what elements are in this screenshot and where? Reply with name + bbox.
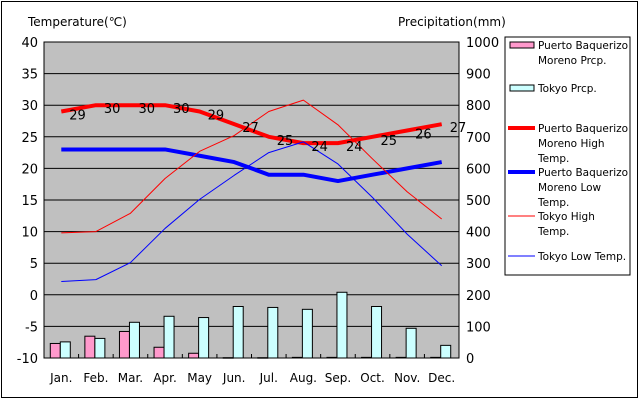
temp-line bbox=[60, 103, 443, 146]
legend-swatch bbox=[509, 84, 535, 92]
legend-label: Puerto Baquerizo bbox=[538, 123, 628, 135]
data-label: 30 bbox=[104, 102, 121, 117]
y-tick-right: 400 bbox=[466, 226, 491, 241]
x-tick-label: Mar. bbox=[118, 371, 143, 385]
legend-label: Moreno High bbox=[538, 138, 605, 150]
y-tick-right: 700 bbox=[466, 131, 491, 146]
y-tick-left: 25 bbox=[21, 131, 38, 146]
data-label: 29 bbox=[69, 109, 86, 124]
precip-bar bbox=[118, 330, 130, 359]
legend-label: Puerto Baquerizo bbox=[538, 40, 628, 52]
legend-label: Tokyo Prcp. bbox=[537, 83, 597, 95]
y-tick-left: 10 bbox=[21, 226, 38, 241]
y-tick-right: 1000 bbox=[466, 36, 499, 51]
x-tick-label: May bbox=[187, 371, 212, 385]
precip-bar bbox=[267, 306, 279, 359]
legend-label: Moreno Prcp. bbox=[538, 55, 606, 67]
precip-bar bbox=[301, 308, 313, 359]
y-tick-right: 900 bbox=[466, 68, 491, 83]
precip-bar bbox=[440, 344, 452, 359]
y-tick-left: 40 bbox=[21, 36, 38, 51]
y-tick-left: 35 bbox=[21, 68, 38, 83]
x-tick-label: Jul. bbox=[259, 371, 278, 385]
precip-bar bbox=[405, 327, 417, 359]
right-axis-label: Precipitation(mm) bbox=[398, 15, 506, 29]
y-tick-left: 0 bbox=[30, 289, 38, 304]
precip-bar bbox=[198, 317, 210, 359]
y-tick-left: 5 bbox=[30, 257, 38, 272]
data-label: 27 bbox=[242, 121, 259, 136]
data-label: 27 bbox=[450, 121, 467, 136]
data-label: 24 bbox=[311, 140, 328, 155]
precip-bar bbox=[257, 357, 269, 359]
precip-bar bbox=[232, 305, 244, 359]
legend-label: Moreno Low bbox=[538, 182, 602, 194]
legend-box bbox=[504, 36, 631, 276]
precip-bar bbox=[49, 342, 61, 359]
precip-bar bbox=[94, 337, 106, 359]
legend-label: Temp. bbox=[537, 153, 569, 165]
x-tick-label: Apr. bbox=[153, 371, 176, 385]
data-label: 24 bbox=[346, 140, 363, 155]
precip-bar bbox=[371, 305, 383, 359]
y-tick-right: 600 bbox=[466, 162, 491, 177]
precip-bar bbox=[361, 356, 373, 359]
precip-bar bbox=[84, 335, 96, 359]
x-tick-label: Oct. bbox=[360, 371, 385, 385]
x-tick-label: Nov. bbox=[394, 371, 420, 385]
temp-line bbox=[61, 141, 443, 283]
legend-label: Temp. bbox=[537, 226, 569, 238]
data-label: 30 bbox=[173, 102, 190, 117]
legend-label: Tokyo Low Temp. bbox=[537, 251, 626, 263]
precip-bar bbox=[326, 356, 338, 359]
x-tick-label: Sep. bbox=[325, 371, 351, 385]
precip-bar bbox=[188, 352, 200, 359]
precip-bar bbox=[128, 321, 140, 359]
precip-bar bbox=[163, 315, 175, 359]
precip-bar bbox=[336, 291, 348, 359]
y-tick-right: 500 bbox=[466, 194, 491, 209]
precip-bar bbox=[291, 356, 303, 359]
y-tick-right: 200 bbox=[466, 289, 491, 304]
y-tick-left: 30 bbox=[21, 99, 38, 114]
data-label: 26 bbox=[415, 127, 432, 142]
y-tick-left: 15 bbox=[21, 194, 38, 209]
y-tick-right: 100 bbox=[466, 320, 491, 335]
x-tick-label: Jan. bbox=[49, 371, 72, 385]
y-tick-left: 20 bbox=[21, 162, 38, 177]
data-label: 25 bbox=[277, 134, 294, 149]
temp-line bbox=[61, 147, 443, 184]
x-tick-label: Aug. bbox=[290, 371, 317, 385]
data-label: 30 bbox=[138, 102, 155, 117]
legend-label: Tokyo High bbox=[537, 211, 595, 223]
legend-label: Puerto Baquerizo bbox=[538, 167, 628, 179]
precip-bar bbox=[395, 356, 407, 359]
data-label: 25 bbox=[381, 134, 398, 149]
y-tick-left: -10 bbox=[17, 352, 38, 367]
temp-line bbox=[61, 99, 443, 234]
precip-bar bbox=[59, 341, 71, 359]
legend-swatch bbox=[509, 41, 535, 49]
x-tick-label: Feb. bbox=[83, 371, 108, 385]
precip-bar bbox=[153, 346, 165, 359]
precip-bar bbox=[430, 356, 442, 359]
precip-bar bbox=[222, 357, 234, 359]
y-tick-right: 800 bbox=[466, 99, 491, 114]
x-tick-label: Dec. bbox=[428, 371, 455, 385]
y-tick-left: -5 bbox=[25, 320, 38, 335]
legend-label: Temp. bbox=[537, 197, 569, 209]
y-tick-right: 300 bbox=[466, 257, 491, 272]
data-label: 29 bbox=[208, 109, 225, 124]
y-tick-right: 0 bbox=[466, 352, 474, 367]
x-tick-label: Jun. bbox=[222, 371, 246, 385]
left-axis-label: Temperature(℃) bbox=[27, 15, 127, 29]
